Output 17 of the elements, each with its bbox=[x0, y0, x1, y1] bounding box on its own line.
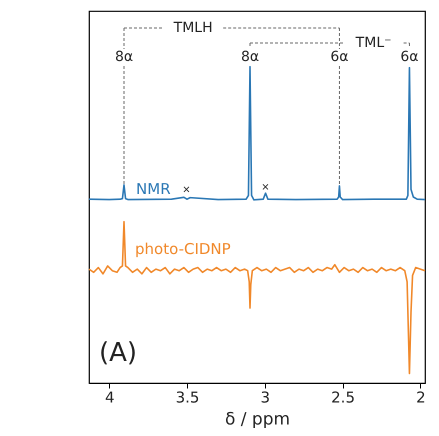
x-axis-title: δ / ppm bbox=[224, 410, 290, 430]
annotation: (A) bbox=[99, 338, 138, 368]
text: TML⁻ bbox=[354, 35, 392, 51]
x-tick-label: 2.5 bbox=[331, 388, 355, 406]
text: 8α bbox=[240, 49, 260, 65]
series-label: photo-CIDNP bbox=[135, 240, 231, 258]
annotation: × bbox=[261, 182, 270, 193]
annotation: × bbox=[182, 184, 191, 196]
text: TMLH bbox=[172, 20, 213, 36]
series-label: NMR bbox=[136, 180, 171, 198]
x-tick-label: 3 bbox=[260, 388, 270, 406]
text: 6α bbox=[330, 49, 349, 65]
x-tick-label: 4 bbox=[104, 388, 114, 406]
x-tick-label: 2 bbox=[416, 388, 426, 406]
x-tick-label: 3.5 bbox=[176, 388, 200, 406]
text: 8α bbox=[114, 49, 134, 65]
text: 6α bbox=[400, 49, 419, 65]
